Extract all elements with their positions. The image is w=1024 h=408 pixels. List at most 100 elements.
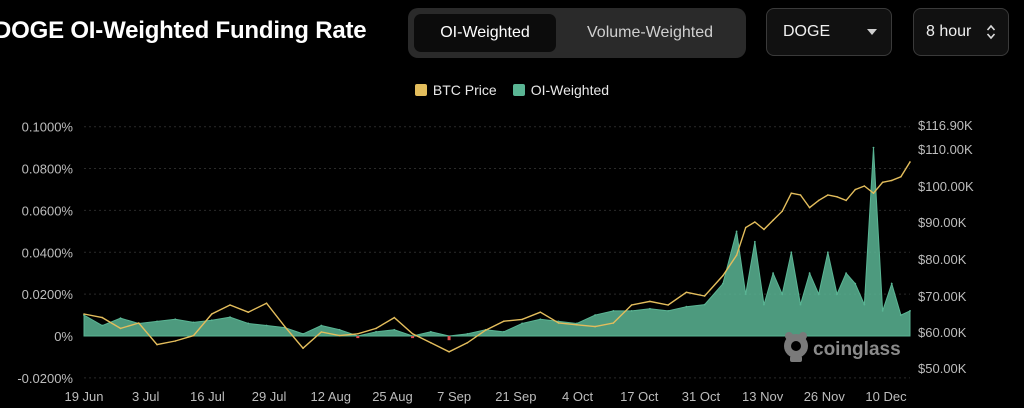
oi-negative-bar — [447, 336, 451, 341]
legend-item-oi[interactable]: OI-Weighted — [512, 82, 610, 98]
btc-point — [375, 327, 377, 330]
legend-swatch-btc — [414, 84, 427, 96]
x-tick-label: 21 Sep — [495, 389, 536, 404]
btc-point — [101, 316, 104, 319]
btc-point — [229, 304, 231, 306]
oi-point — [872, 146, 875, 149]
btc-point — [900, 175, 902, 178]
btc-point — [772, 219, 774, 221]
oi-point — [685, 305, 688, 308]
oi-point — [393, 328, 396, 331]
btc-point — [338, 334, 341, 337]
oi-point — [703, 303, 706, 306]
btc-point — [137, 322, 140, 324]
btc-point — [722, 274, 724, 277]
oi-negative-bar — [411, 336, 415, 339]
x-tick-label: 12 Aug — [311, 389, 352, 404]
btc-point — [612, 322, 615, 324]
btc-point — [890, 179, 893, 182]
oi-point — [808, 272, 811, 275]
oi-point — [502, 330, 505, 333]
oi-point — [854, 282, 857, 285]
coinglass-logo-icon — [784, 332, 808, 362]
oi-point — [721, 282, 724, 285]
oi-point — [429, 330, 432, 333]
oi-point — [265, 324, 268, 327]
btc-point — [119, 327, 122, 330]
btc-point — [863, 185, 866, 187]
legend-item-btc[interactable]: BTC Price — [414, 82, 497, 98]
y-right-tick-label: $100.00K — [918, 179, 974, 194]
x-tick-label: 29 Jul — [252, 389, 287, 404]
oi-point — [575, 322, 578, 325]
oi-point — [119, 317, 122, 320]
x-tick-label: 7 Sep — [437, 389, 471, 404]
oi-point — [763, 303, 765, 306]
tab-oi-weighted[interactable]: OI-Weighted — [414, 14, 556, 52]
x-tick-label: 19 Jun — [64, 389, 103, 404]
oi-point — [845, 272, 848, 275]
weighting-toggle: OI-Weighted Volume-Weighted — [408, 8, 746, 58]
btc-point — [854, 188, 857, 191]
legend-label-btc: BTC Price — [432, 82, 497, 98]
oi-point — [539, 318, 542, 321]
oi-point — [909, 309, 911, 312]
btc-point — [210, 313, 213, 315]
btc-point — [430, 342, 432, 344]
y-right-tick-label: $50.00K — [918, 361, 967, 376]
y-left-tick-label: 0.0600% — [22, 203, 74, 218]
btc-point — [594, 325, 596, 328]
oi-point — [790, 251, 793, 254]
btc-point — [174, 340, 177, 342]
oi-point — [612, 309, 615, 312]
btc-point — [83, 313, 85, 315]
oi-point — [817, 293, 820, 296]
btc-point — [265, 302, 268, 305]
oi-point — [375, 330, 377, 333]
oi-point — [247, 322, 250, 325]
symbol-select-value: DOGE — [783, 23, 831, 40]
oi-point — [630, 309, 633, 312]
x-tick-label: 4 Oct — [562, 389, 593, 404]
oi-point — [466, 333, 469, 335]
btc-point — [557, 322, 560, 324]
oi-point — [156, 320, 158, 323]
y-right-tick-label: $70.00K — [918, 289, 967, 304]
btc-point — [799, 194, 802, 196]
oi-point — [772, 272, 774, 275]
y-right-tick-label: $60.00K — [918, 325, 967, 340]
oi-point — [826, 251, 829, 254]
btc-point — [827, 194, 829, 196]
oi-point — [594, 314, 597, 316]
oi-point — [744, 293, 747, 296]
btc-point — [881, 181, 884, 184]
btc-point — [539, 311, 542, 314]
tab-volume-weighted[interactable]: Volume-Weighted — [587, 24, 713, 41]
btc-point — [156, 343, 158, 346]
btc-point — [630, 304, 633, 306]
chart-legend: BTC Price OI-Weighted — [0, 82, 1024, 98]
y-left-tick-label: -0.0200% — [17, 371, 73, 386]
oi-point — [302, 333, 304, 335]
oi-point — [101, 324, 104, 327]
legend-label-oi: OI-Weighted — [530, 82, 610, 98]
y-right-tick-label: $116.90K — [918, 118, 973, 133]
btc-point — [744, 226, 747, 229]
oi-point — [735, 230, 738, 233]
oi-point — [557, 320, 560, 323]
btc-point — [192, 334, 195, 337]
watermark-text: coinglass — [813, 339, 901, 360]
btc-point — [247, 311, 250, 314]
btc-point — [909, 161, 911, 163]
interval-select[interactable]: 8 hour — [913, 8, 1009, 56]
btc-point — [302, 347, 304, 350]
symbol-select[interactable]: DOGE — [766, 8, 892, 56]
oi-point — [890, 282, 893, 285]
btc-point — [357, 333, 359, 335]
btc-point — [763, 228, 765, 231]
y-right-tick-label: $80.00K — [918, 252, 967, 267]
btc-point — [503, 320, 505, 323]
btc-point — [411, 333, 414, 335]
btc-point — [808, 206, 811, 209]
y-right-tick-label: $110.00K — [918, 142, 973, 157]
